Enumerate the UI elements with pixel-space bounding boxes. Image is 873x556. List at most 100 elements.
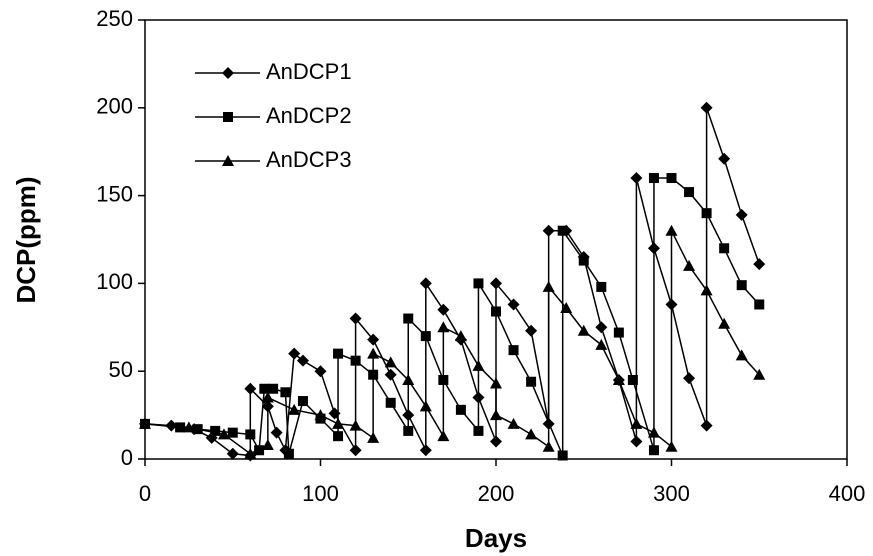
data-point [490, 435, 502, 448]
data-point [349, 419, 362, 431]
data-point [491, 306, 501, 317]
data-point [719, 243, 730, 254]
data-point [226, 447, 239, 460]
data-point [280, 387, 291, 398]
data-point [349, 444, 362, 457]
data-point [648, 173, 659, 184]
x-tick-label: 200 [478, 481, 515, 506]
data-point [473, 425, 484, 436]
data-point [473, 278, 484, 289]
data-point [437, 303, 450, 316]
data-point [288, 347, 301, 360]
data-point [525, 324, 538, 337]
data-point [402, 373, 415, 385]
data-point [542, 224, 555, 237]
data-point [613, 327, 624, 338]
data-point [227, 427, 238, 438]
data-point [612, 373, 625, 385]
y-tick-label: 150 [96, 181, 133, 206]
data-point [490, 277, 502, 290]
data-point [700, 101, 713, 114]
data-point [403, 313, 414, 324]
data-point [259, 383, 270, 394]
data-point [245, 429, 256, 440]
data-point [700, 284, 713, 296]
data-point [139, 417, 151, 429]
data-point [419, 444, 432, 457]
data-point [736, 280, 747, 291]
data-point [420, 331, 431, 342]
data-point [542, 280, 555, 292]
data-point [683, 372, 696, 385]
data-point [244, 447, 257, 459]
data-point [367, 333, 380, 346]
data-point [666, 173, 677, 184]
legend-label: AnDCP2 [266, 103, 352, 128]
data-point [314, 409, 327, 421]
data-point [350, 355, 361, 366]
data-point [508, 345, 519, 356]
data-point [525, 428, 538, 440]
data-point [700, 419, 713, 432]
x-tick-label: 0 [139, 481, 151, 506]
data-point [210, 425, 221, 436]
series-line [144, 107, 760, 457]
data-point [507, 417, 520, 429]
data-point [630, 435, 643, 448]
data-point [683, 259, 696, 271]
legend-marker [222, 155, 234, 166]
data-point [455, 404, 466, 415]
data-point [217, 428, 230, 440]
data-point [735, 349, 748, 361]
data-point [384, 368, 397, 381]
x-tick-label: 400 [829, 481, 866, 506]
data-point [753, 368, 766, 380]
data-point [526, 376, 537, 387]
data-point [332, 417, 345, 429]
data-point [244, 382, 257, 395]
data-point [701, 208, 712, 219]
y-tick-label: 100 [96, 269, 133, 294]
data-point [261, 438, 274, 450]
data-point [684, 187, 695, 198]
data-point [557, 450, 568, 461]
data-point [384, 356, 397, 368]
data-point [665, 224, 678, 236]
data-point [542, 440, 555, 452]
data-point [578, 255, 589, 266]
y-tick-label: 250 [96, 6, 133, 31]
data-point [630, 172, 643, 185]
y-tick-label: 200 [96, 94, 133, 119]
data-point [647, 426, 660, 438]
data-point [268, 383, 279, 394]
y-tick-label: 50 [109, 357, 133, 382]
data-point [367, 431, 380, 443]
legend-marker [223, 112, 233, 122]
x-tick-label: 100 [302, 481, 339, 506]
data-point [472, 359, 485, 371]
data-point [557, 225, 568, 236]
data-point [297, 396, 308, 407]
data-point [754, 299, 765, 310]
data-point [577, 324, 590, 336]
data-point [490, 409, 502, 421]
data-point [560, 301, 573, 313]
data-point [595, 321, 608, 334]
data-point [270, 426, 283, 439]
data-point [333, 348, 344, 359]
data-point [735, 208, 748, 221]
data-point [753, 258, 766, 271]
data-point [314, 365, 327, 378]
x-axis-title: Days [465, 523, 527, 553]
data-point [437, 321, 450, 333]
data-point [333, 431, 344, 442]
data-point [254, 445, 265, 456]
data-point [648, 445, 659, 456]
data-point [349, 312, 362, 325]
data-point [596, 281, 607, 292]
y-tick-label: 0 [121, 445, 133, 470]
data-point [419, 277, 432, 290]
data-point [595, 338, 608, 350]
data-point [665, 440, 678, 452]
